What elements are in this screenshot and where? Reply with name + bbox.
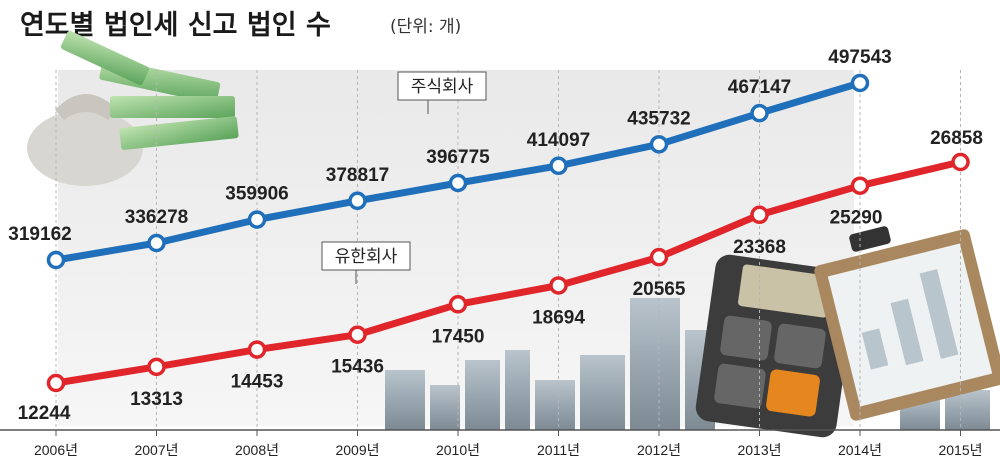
data-point [147,357,166,377]
data-label: 378817 [326,165,389,186]
data-point [649,135,669,154]
x-tick-label: 2012년 [637,442,681,458]
legend-label-limited-company: 유한회사 [335,247,398,267]
x-tick-label: 2006년 [34,442,78,458]
data-point [850,73,870,93]
data-label: 497543 [828,47,891,68]
x-tick-label: 2015년 [938,442,982,458]
data-label: 20565 [633,279,686,300]
data-point [750,103,769,123]
x-tick-label: 2011년 [537,442,580,458]
data-label: 359906 [225,184,288,205]
x-tick-label: 2009년 [335,442,379,458]
data-label: 26858 [930,128,983,149]
data-label: 23368 [733,237,786,258]
data-label: 435732 [627,108,690,129]
unit-label: (단위: 개) [390,17,461,37]
data-label: 467147 [728,77,791,98]
data-label: 414097 [527,130,590,151]
data-label: 15436 [331,357,384,378]
data-label: 14453 [231,372,284,393]
x-axis-ticks: 2006년 2007년 2008년 2009년 2010년 2011년 2012년 2013년… [34,430,983,458]
series-line-limited-company [52,158,964,387]
legend-callout-stock-company: 주식회사 [397,71,487,114]
series-layer: 319162 336278 359906 378817 396775 414097 4357… [8,47,983,424]
x-tick-label: 2007년 [134,442,178,458]
data-label: 12244 [18,403,71,424]
data-label: 319162 [8,224,71,245]
legend-callout-limited-company: 유한회사 [321,241,411,284]
data-point [348,325,367,344]
data-label: 18694 [532,307,585,328]
data-point [147,233,166,253]
data-label: 25290 [830,208,883,229]
data-point [951,152,970,172]
money-bag-illustration [27,30,239,186]
clipboard-illustration [814,226,1000,421]
data-point [448,295,468,314]
calculator-illustration [695,254,857,438]
data-point [247,340,267,359]
data-label: 336278 [125,207,188,228]
data-point [46,250,66,270]
data-point [46,373,66,393]
data-point [850,176,870,195]
data-point [649,247,669,267]
data-label: 17450 [432,326,485,347]
data-label: 396775 [426,147,490,168]
x-tick-label: 2008년 [235,442,279,458]
x-tick-label: 2010년 [436,442,480,458]
data-point [247,210,267,229]
data-point [549,156,568,176]
data-point [348,191,367,211]
x-tick-label: 2013년 [737,442,781,458]
x-tick-label: 2014년 [838,442,882,458]
data-point [750,205,769,225]
legend-label-stock-company: 주식회사 [411,77,474,97]
data-label: 13313 [130,389,183,410]
data-point [549,276,568,295]
data-point [448,173,468,193]
